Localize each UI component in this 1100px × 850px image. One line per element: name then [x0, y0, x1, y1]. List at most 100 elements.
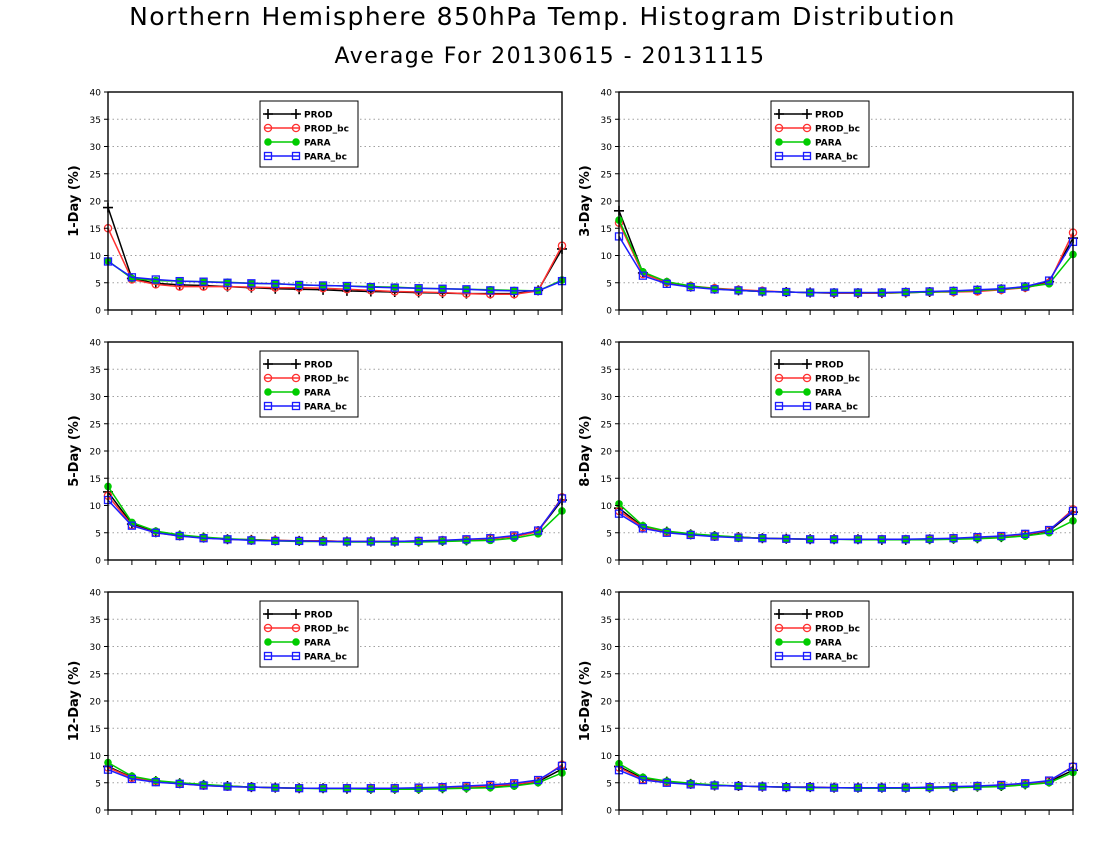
data-point	[175, 276, 184, 286]
data-point	[829, 288, 839, 297]
data-point	[342, 784, 352, 793]
series-line-para	[618, 219, 1074, 294]
data-point	[318, 281, 328, 290]
data-point	[877, 288, 886, 297]
figure-title: Northern Hemisphere 850hPa Temp. Histogr…	[129, 2, 956, 31]
series-line-prod	[618, 210, 1074, 294]
y-tick-label: 40	[90, 89, 102, 99]
data-point	[462, 537, 471, 545]
legend-marker	[803, 388, 811, 396]
y-tick-label: 25	[601, 170, 612, 180]
data-point	[127, 273, 137, 282]
y-tick-label: 5	[95, 779, 101, 789]
data-point	[829, 783, 839, 792]
legend-marker	[292, 138, 300, 146]
y-tick-label: 10	[601, 502, 613, 512]
legend-marker	[802, 359, 812, 369]
data-point	[973, 285, 982, 294]
data-point	[390, 283, 399, 292]
legend-label: PROD	[304, 111, 333, 121]
y-axis-label: 12-Day (%)	[67, 661, 82, 742]
data-point	[533, 286, 543, 296]
y-tick-label: 10	[90, 752, 102, 762]
data-point	[782, 287, 791, 297]
y-tick-label: 35	[601, 116, 612, 126]
data-point	[734, 781, 743, 791]
data-point	[997, 782, 1006, 791]
data-point	[366, 282, 375, 292]
y-tick-label: 30	[90, 643, 102, 653]
y-tick-label: 25	[601, 670, 612, 680]
data-point	[686, 282, 695, 292]
legend-marker	[291, 373, 301, 383]
legend-marker	[263, 373, 273, 383]
data-point	[175, 779, 184, 788]
y-tick-label: 0	[606, 807, 612, 817]
y-tick-label: 0	[95, 307, 101, 317]
legend-label: PARA_bc	[815, 653, 858, 663]
data-point	[758, 287, 767, 296]
legend-marker	[263, 151, 273, 161]
data-point	[271, 279, 280, 288]
y-tick-label: 5	[606, 779, 612, 789]
data-point	[151, 528, 160, 537]
data-point	[510, 531, 519, 540]
data-point	[662, 528, 671, 537]
y-tick-label: 0	[606, 557, 612, 567]
data-point	[1021, 779, 1030, 788]
y-tick-label: 0	[606, 307, 612, 317]
data-point	[638, 271, 648, 280]
data-point	[686, 780, 695, 789]
legend-marker	[802, 609, 812, 619]
data-point	[342, 281, 352, 291]
data-point	[734, 533, 743, 542]
data-point	[318, 784, 328, 793]
legend-label: PROD	[304, 361, 333, 371]
legend-marker	[263, 401, 273, 411]
y-tick-label: 25	[90, 420, 101, 430]
y-tick-label: 20	[90, 448, 102, 458]
y-tick-label: 5	[95, 279, 101, 289]
legend-label: PROD_bc	[815, 125, 860, 135]
legend-marker	[263, 359, 273, 369]
y-tick-label: 0	[95, 807, 101, 817]
data-point	[1044, 776, 1054, 785]
y-tick-label: 35	[601, 366, 612, 376]
y-tick-label: 10	[601, 252, 613, 262]
data-point	[295, 280, 304, 290]
legend-label: PROD	[815, 111, 844, 121]
legend-label: PARA	[304, 639, 331, 649]
data-point	[127, 774, 137, 784]
y-tick-label: 15	[601, 225, 612, 235]
legend-marker	[263, 109, 273, 119]
chart-panel-5: 0 5 10 15 20 25 30 35 40 12-Day (%) PROD PROD_bc PAR…	[67, 589, 567, 817]
legend-marker	[264, 638, 272, 646]
y-tick-label: 15	[90, 225, 101, 235]
data-point	[973, 781, 982, 791]
legend-marker	[774, 373, 784, 383]
y-tick-label: 40	[90, 339, 102, 349]
data-point	[925, 782, 934, 792]
data-point	[901, 535, 910, 544]
chart-panel-6: 0 5 10 15 20 25 30 35 40 16-Day (%) PROD PROD_bc PAR…	[578, 589, 1078, 817]
data-point	[710, 285, 719, 294]
y-tick-label: 30	[601, 143, 613, 153]
data-point	[829, 535, 839, 544]
y-tick-label: 40	[601, 89, 613, 99]
legend-marker	[803, 638, 811, 646]
data-point	[662, 778, 671, 787]
data-point	[710, 781, 719, 790]
data-point	[199, 277, 208, 286]
y-tick-label: 15	[90, 725, 101, 735]
data-point	[782, 534, 791, 543]
data-point	[638, 524, 648, 533]
y-axis-label: 3-Day (%)	[578, 165, 593, 237]
data-point	[271, 536, 280, 546]
data-point	[686, 530, 695, 540]
data-point	[533, 526, 543, 535]
legend-marker	[264, 138, 272, 146]
legend-marker	[774, 151, 784, 161]
y-tick-label: 40	[601, 589, 613, 599]
data-point	[414, 536, 423, 546]
